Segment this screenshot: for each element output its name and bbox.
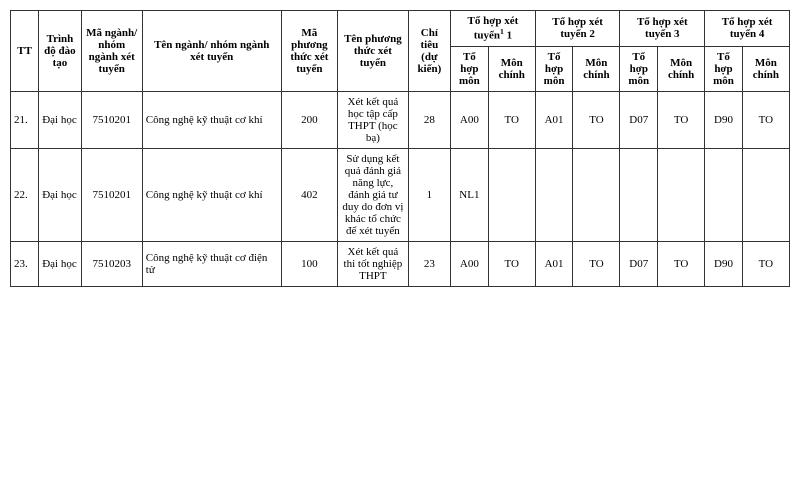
cell-ten-phuong-thuc: Xét kết quả học tập cấp THPT (học bạ) <box>338 91 409 148</box>
cell-ma-phuong-thuc: 100 <box>281 241 337 286</box>
cell-tt: 23. <box>11 241 39 286</box>
cell-ten-nganh: Công nghệ kỹ thuật cơ điện tử <box>142 241 281 286</box>
cell-trinh-do: Đại học <box>39 91 81 148</box>
cell-th2-mon: A01 <box>535 241 573 286</box>
table-row: 21.Đại học7510201Công nghệ kỹ thuật cơ k… <box>11 91 790 148</box>
table-row: 23.Đại học7510203Công nghệ kỹ thuật cơ đ… <box>11 241 790 286</box>
admission-table: TT Trình độ đào tạo Mã ngành/ nhóm ngành… <box>10 10 790 287</box>
cell-ma-nganh: 7510201 <box>81 91 142 148</box>
cell-ten-nganh: Công nghệ kỹ thuật cơ khí <box>142 91 281 148</box>
cell-th1-mon: A00 <box>451 91 489 148</box>
cell-th1-mon: A00 <box>451 241 489 286</box>
sub-th4-mon: Tổ hợp môn <box>705 46 743 91</box>
sub-th2-mon: Tổ hợp môn <box>535 46 573 91</box>
cell-th1-chinh <box>488 148 535 241</box>
col-ma-phuong-thuc: Mã phương thức xét tuyển <box>281 11 337 92</box>
cell-tt: 22. <box>11 148 39 241</box>
cell-th4-mon <box>705 148 743 241</box>
cell-chi-tieu: 23 <box>408 241 450 286</box>
cell-chi-tieu: 28 <box>408 91 450 148</box>
sub-th3-mon: Tổ hợp môn <box>620 46 658 91</box>
sub-th2-chinh: Môn chính <box>573 46 620 91</box>
cell-ten-phuong-thuc: Xét kết quả thi tốt nghiệp THPT <box>338 241 409 286</box>
table-body: 21.Đại học7510201Công nghệ kỹ thuật cơ k… <box>11 91 790 286</box>
cell-chi-tieu: 1 <box>408 148 450 241</box>
col-trinh-do: Trình độ đào tạo <box>39 11 81 92</box>
cell-trinh-do: Đại học <box>39 148 81 241</box>
col-to-hop-2: Tổ hợp xét tuyển 2 <box>535 11 620 47</box>
sub-th3-chinh: Môn chính <box>658 46 705 91</box>
cell-th2-mon <box>535 148 573 241</box>
col-chi-tieu: Chỉ tiêu (dự kiến) <box>408 11 450 92</box>
cell-th2-chinh <box>573 148 620 241</box>
cell-th2-chinh: TO <box>573 241 620 286</box>
cell-ten-phuong-thuc: Sử dụng kết quả đánh giá năng lực, đánh … <box>338 148 409 241</box>
cell-th4-mon: D90 <box>705 241 743 286</box>
cell-ten-nganh: Công nghệ kỹ thuật cơ khí <box>142 148 281 241</box>
to-hop-1-suffix: 1 <box>504 30 512 42</box>
cell-th3-mon: D07 <box>620 241 658 286</box>
cell-th3-chinh <box>658 148 705 241</box>
cell-th3-mon <box>620 148 658 241</box>
cell-th3-mon: D07 <box>620 91 658 148</box>
cell-th2-mon: A01 <box>535 91 573 148</box>
col-to-hop-3: Tổ hợp xét tuyển 3 <box>620 11 705 47</box>
cell-ma-nganh: 7510203 <box>81 241 142 286</box>
cell-th1-mon: NL1 <box>451 148 489 241</box>
cell-th4-chinh: TO <box>742 91 789 148</box>
cell-th3-chinh: TO <box>658 241 705 286</box>
cell-th4-mon: D90 <box>705 91 743 148</box>
cell-tt: 21. <box>11 91 39 148</box>
col-ten-phuong-thuc: Tên phương thức xét tuyển <box>338 11 409 92</box>
cell-th4-chinh <box>742 148 789 241</box>
table-header: TT Trình độ đào tạo Mã ngành/ nhóm ngành… <box>11 11 790 92</box>
cell-th2-chinh: TO <box>573 91 620 148</box>
sub-th4-chinh: Môn chính <box>742 46 789 91</box>
col-ma-nganh: Mã ngành/ nhóm ngành xét tuyển <box>81 11 142 92</box>
col-tt: TT <box>11 11 39 92</box>
col-to-hop-1: Tổ hợp xét tuyển1 1 <box>451 11 536 47</box>
cell-ma-phuong-thuc: 200 <box>281 91 337 148</box>
cell-th4-chinh: TO <box>742 241 789 286</box>
cell-ma-nganh: 7510201 <box>81 148 142 241</box>
sub-th1-mon: Tổ hợp môn <box>451 46 489 91</box>
cell-ma-phuong-thuc: 402 <box>281 148 337 241</box>
cell-th1-chinh: TO <box>488 91 535 148</box>
sub-th1-chinh: Môn chính <box>488 46 535 91</box>
cell-trinh-do: Đại học <box>39 241 81 286</box>
table-row: 22.Đại học7510201Công nghệ kỹ thuật cơ k… <box>11 148 790 241</box>
cell-th3-chinh: TO <box>658 91 705 148</box>
col-ten-nganh: Tên ngành/ nhóm ngành xét tuyển <box>142 11 281 92</box>
cell-th1-chinh: TO <box>488 241 535 286</box>
col-to-hop-4: Tổ hợp xét tuyển 4 <box>705 11 790 47</box>
